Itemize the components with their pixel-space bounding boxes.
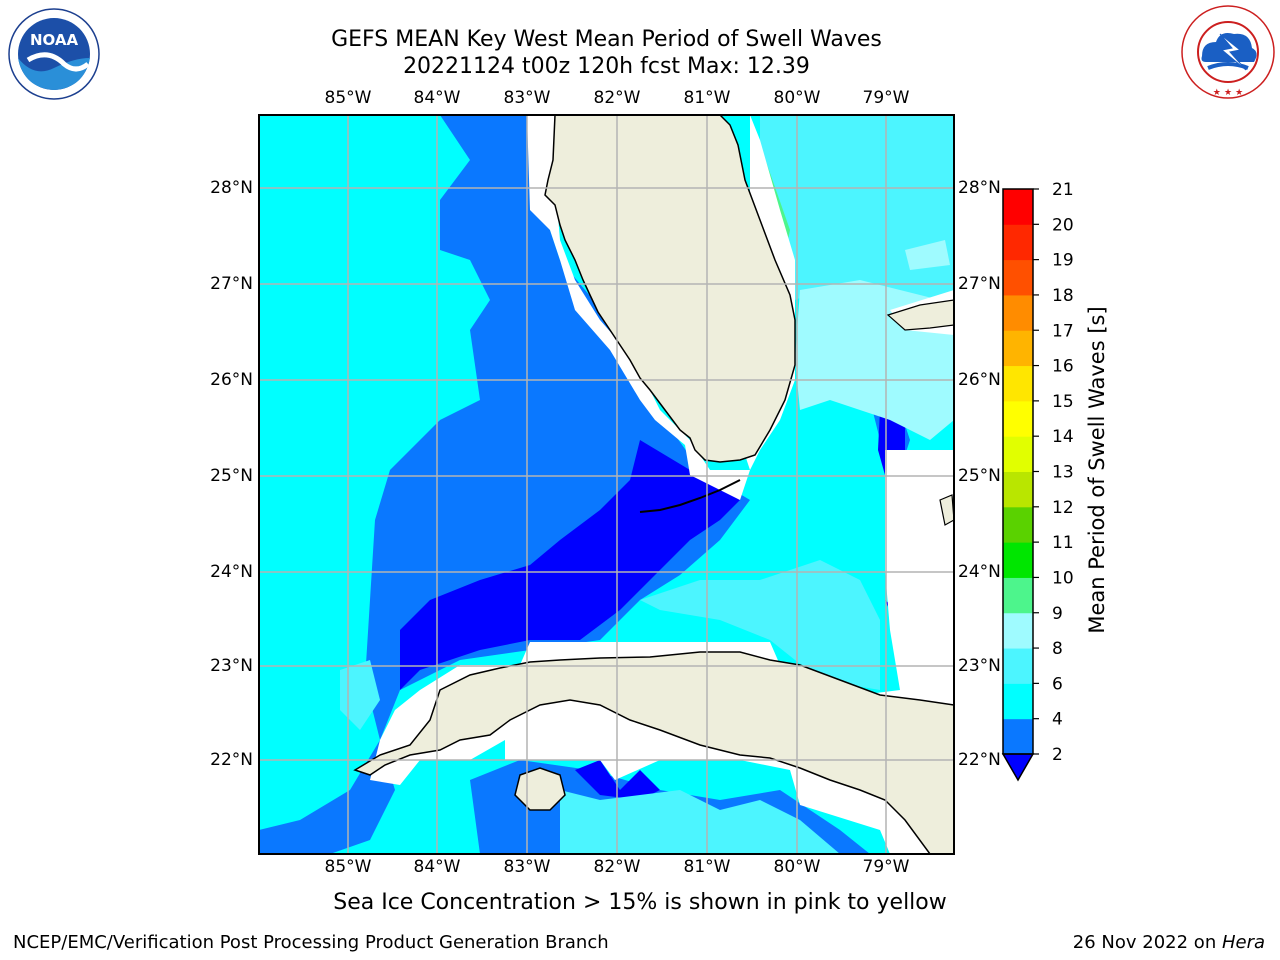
colorbar-tick-label-1: 4 [1052, 710, 1063, 730]
mask-bahamas-east [885, 450, 954, 690]
colorbar-tick-label-7: 12 [1052, 498, 1074, 518]
lon-label-bottom-1: 84°W [413, 857, 461, 877]
colorbar-tick-label-10: 15 [1052, 392, 1074, 412]
colorbar-band-12 [1003, 294, 1033, 331]
cuba-land [353, 651, 954, 854]
lon-label-top-4: 81°W [683, 88, 731, 108]
footnote: Sea Ice Concentration > 15% is shown in … [333, 890, 947, 915]
andros-land [939, 494, 954, 526]
colorbar-extend-arrow [1001, 753, 1035, 782]
date-line: 26 Nov 2022 on Hera [1073, 932, 1265, 953]
date-host: Hera [1221, 932, 1265, 953]
colorbar-tick-label-6: 11 [1052, 533, 1074, 553]
lat-label-left-5: 23°N [210, 656, 253, 676]
lat-label-left-4: 24°N [210, 562, 253, 582]
noaa-logo: NOAA [8, 8, 100, 100]
colorbar-band-14 [1003, 224, 1033, 261]
florida-land [544, 115, 796, 463]
colorbar-tick-label-16: 21 [1052, 180, 1074, 200]
lon-label-bottom-3: 82°W [593, 857, 641, 877]
colorbar-tick-label-3: 8 [1052, 639, 1063, 659]
colorbar-band-6 [1003, 506, 1033, 543]
chart-subtitle: 20221124 t00z 120h fcst Max: 12.39 [403, 54, 810, 79]
lat-label-right-1: 27°N [958, 274, 1001, 294]
colorbar-band-15 [1003, 189, 1033, 225]
chart-title: GEFS MEAN Key West Mean Period of Swell … [331, 27, 882, 52]
lon-label-top-3: 82°W [593, 88, 641, 108]
colorbar-band-11 [1003, 330, 1033, 367]
date-text: 26 Nov 2022 on [1072, 932, 1222, 953]
field-6-8s-straits [640, 560, 880, 690]
lat-label-right-5: 23°N [958, 656, 1001, 676]
colorbar-tick-label-13: 18 [1052, 286, 1074, 306]
field-0-2s-cuba-sw [575, 760, 660, 800]
field-2-4s-gulf [259, 115, 750, 854]
lon-label-top-6: 79°W [862, 88, 910, 108]
field-6-8s-east [760, 115, 954, 330]
colorbar-band-4 [1003, 577, 1033, 614]
lat-label-left-6: 22°N [210, 750, 253, 770]
colorbar-tick-label-12: 17 [1052, 321, 1074, 341]
lat-label-right-2: 26°N [958, 370, 1001, 390]
colorbar-tick-label-2: 6 [1052, 674, 1063, 694]
field-6-8s-west [340, 660, 380, 730]
lon-label-top-2: 83°W [503, 88, 551, 108]
field-8-9s-north [905, 240, 950, 270]
florida-keys [639, 479, 741, 513]
colorbar-tick-label-5: 10 [1052, 568, 1074, 588]
lat-label-right-6: 22°N [958, 750, 1001, 770]
colorbar-band-5 [1003, 542, 1033, 578]
lat-label-left-2: 26°N [210, 370, 253, 390]
field-6-8s-south [560, 790, 840, 854]
colorbar-tick-label-14: 19 [1052, 251, 1074, 271]
credit-line: NCEP/EMC/Verification Post Processing Pr… [13, 932, 609, 953]
lon-label-top-0: 85°W [324, 88, 372, 108]
lat-label-right-3: 25°N [958, 466, 1001, 486]
lat-label-right-0: 28°N [958, 178, 1001, 198]
colorbar-tick-label-0: 2 [1052, 745, 1063, 765]
colorbar-label: Mean Period of Swell Waves [s] [1085, 306, 1109, 634]
colorbar-band-9 [1003, 400, 1033, 437]
lon-label-bottom-4: 81°W [683, 857, 731, 877]
colorbar-band-13 [1003, 259, 1033, 296]
lon-label-bottom-6: 79°W [862, 857, 910, 877]
lon-label-top-1: 84°W [413, 88, 461, 108]
colorbar-tick-label-11: 16 [1052, 357, 1074, 377]
noaa-logo-text: NOAA [30, 31, 79, 49]
lon-label-bottom-0: 85°W [324, 857, 372, 877]
colorbar-band-1 [1003, 683, 1033, 720]
colorbar-tick-label-4: 9 [1052, 604, 1063, 624]
field-0-2s-channel [400, 440, 740, 690]
svg-text:★ ★ ★: ★ ★ ★ [1213, 88, 1243, 98]
colorbar-tick-label-9: 14 [1052, 427, 1074, 447]
lon-label-bottom-5: 80°W [773, 857, 821, 877]
colorbar-band-0 [1003, 718, 1033, 755]
lon-label-top-5: 80°W [773, 88, 821, 108]
mask-florida-west [527, 115, 750, 500]
lat-label-left-1: 27°N [210, 274, 253, 294]
colorbar-band-2 [1003, 648, 1033, 684]
map-frame [258, 114, 955, 855]
colorbar-band-8 [1003, 436, 1033, 472]
grand-bahama-land [886, 299, 954, 331]
nws-logo: ★ ★ ★ [1181, 5, 1275, 99]
lat-label-right-4: 24°N [958, 562, 1001, 582]
lat-label-left-0: 28°N [210, 178, 253, 198]
colorbar-band-7 [1003, 471, 1033, 508]
lon-label-bottom-2: 83°W [503, 857, 551, 877]
colorbar-band-3 [1003, 612, 1033, 649]
colorbar-band-10 [1003, 365, 1033, 402]
lat-label-left-3: 25°N [210, 466, 253, 486]
colorbar-tick-label-8: 13 [1052, 463, 1074, 483]
colorbar-tick-label-15: 20 [1052, 215, 1074, 235]
